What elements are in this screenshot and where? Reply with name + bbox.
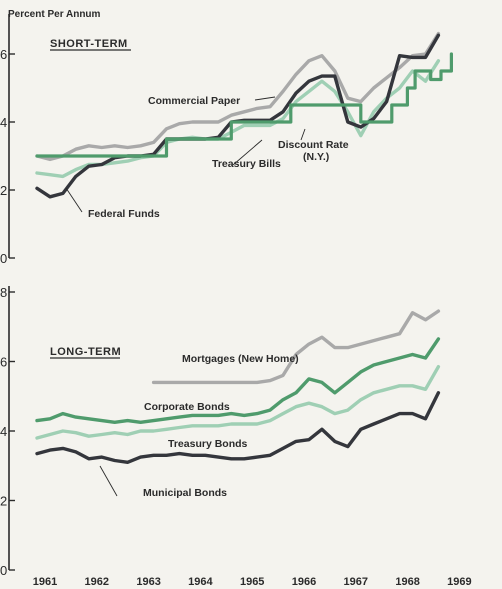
panel-title: LONG-TERM [50, 346, 121, 358]
short-term-panel: 0 2 4 6 Percent Per Annum SHORT-TERM Commercia… [0, 9, 453, 266]
x-tick-label: 1962 [85, 576, 109, 588]
label-leader-line [232, 139, 263, 166]
series-label: Municipal Bonds [143, 487, 227, 499]
series-label: Commercial Paper [148, 95, 240, 107]
series-line-federal-funds [35, 33, 441, 199]
y-tick-label: 4 [0, 424, 7, 439]
y-tick-label: 0 [0, 563, 7, 578]
series-label: Federal Funds [88, 208, 160, 220]
y-tick-label: 6 [0, 355, 7, 370]
series-line-treasury-bonds [35, 365, 441, 440]
series-label: Corporate Bonds [144, 401, 230, 413]
series-line-commercial-paper [35, 31, 441, 162]
x-tick-label: 1968 [395, 576, 419, 588]
label-leader-line [300, 128, 306, 141]
series-label: Treasury Bills [212, 158, 281, 170]
long-term-panel: 0 2 4 6 8 LONG-TERM Mortgages (New Home) Corpor… [0, 285, 472, 588]
y-axis-title: Percent Per Annum [8, 9, 101, 20]
series-label: (N.Y.) [303, 151, 329, 163]
series-line-corporate-bonds [35, 337, 441, 424]
label-leader-line [65, 187, 83, 213]
x-tick-label: 1967 [344, 576, 368, 588]
y-tick-label: 2 [0, 183, 7, 198]
series-label: Treasury Bonds [168, 438, 248, 450]
x-tick-label: 1966 [292, 576, 316, 588]
x-tick-label: 1963 [136, 576, 160, 588]
series-label: Mortgages (New Home) [182, 353, 299, 365]
y-tick-label: 8 [0, 285, 7, 300]
x-tick-label: 1964 [188, 576, 213, 588]
y-tick-label: 4 [0, 115, 7, 130]
y-tick-label: 6 [0, 47, 7, 62]
series-line-mortgages-new-home [151, 309, 441, 385]
label-leader-line [99, 465, 118, 497]
y-tick-label: 2 [0, 494, 7, 509]
x-tick-label: 1965 [240, 576, 264, 588]
label-leader-line [254, 96, 276, 101]
x-tick-label: 1961 [33, 576, 57, 588]
y-tick-label: 0 [0, 251, 7, 266]
panel-title: SHORT-TERM [50, 38, 128, 50]
series-line-discount-rate-n-y [35, 52, 453, 158]
series-label: Discount Rate [278, 139, 349, 151]
x-tick-label: 1969 [447, 576, 471, 588]
series-line-municipal-bonds [35, 391, 441, 464]
